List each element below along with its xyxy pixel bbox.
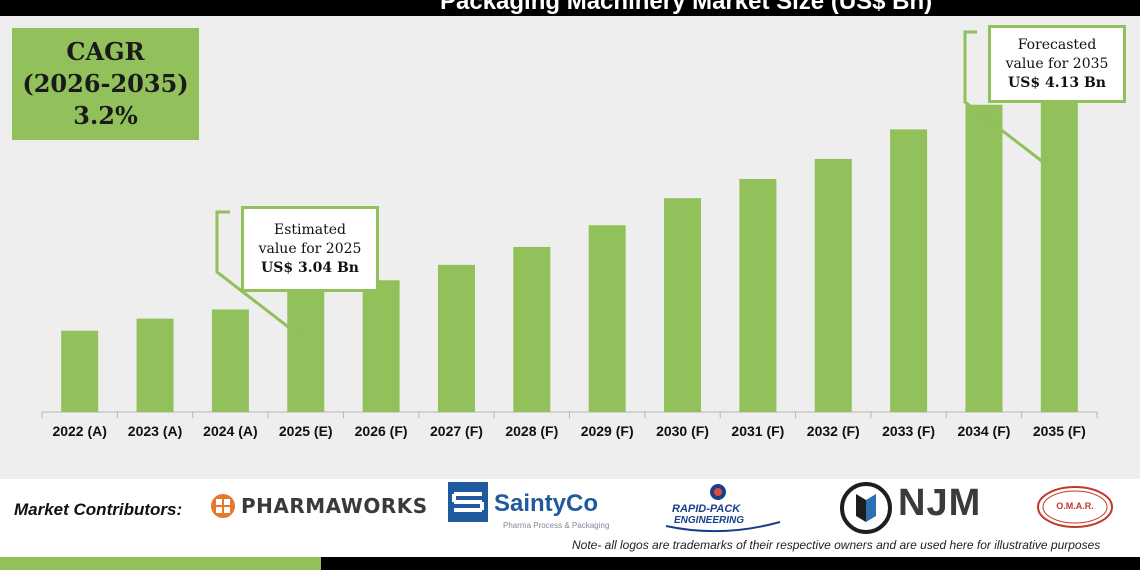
bar-chart: 2022 (A) 2023 (A) 2024 (A) 2025 (E) 2026 (F)… [41, 30, 1098, 439]
x-tick-label: 2034 (F) [958, 423, 1011, 439]
footer-bar [0, 557, 1140, 570]
x-tick-label: 2025 (E) [279, 423, 333, 439]
estimated-callout-line1: Estimated [273, 221, 346, 238]
x-tick-label: 2029 (F) [581, 423, 634, 439]
bar-2030-f [664, 198, 702, 412]
estimated-callout-value: US$ 3.04 Bn [261, 259, 359, 276]
x-tick-label: 2027 (F) [430, 423, 483, 439]
saintyco-tagline: Pharma Process & Packaging [503, 521, 610, 530]
bar-2022-a [61, 330, 99, 412]
estimated-callout-line2: value for 2025 [258, 240, 362, 257]
forecasted-value-callout: Forecasted value for 2035 US$ 4.13 Bn [988, 25, 1126, 103]
estimated-value-callout: Estimated value for 2025 US$ 3.04 Bn [241, 206, 379, 292]
bar-2026-f [362, 280, 400, 412]
pharmaworks-mark-icon [211, 494, 235, 518]
omar-name: O.M.A.R. [1056, 501, 1094, 511]
bar-2032-f [814, 158, 852, 412]
bar-2024-a [211, 309, 249, 412]
header-bar: Packaging Machinery Market Size (US$ Bn) [0, 0, 1140, 16]
bar-2035-f [1040, 67, 1078, 413]
estimated-callout-connector [215, 210, 301, 338]
market-contributors-row: Market Contributors: PHARMAWORKS SaintyC… [0, 479, 1140, 557]
bar-2025-e [287, 285, 325, 412]
njm-logo: NJM [840, 482, 980, 539]
x-tick-label: 2033 (F) [882, 423, 935, 439]
trademark-note: Note- all logos are trademarks of their … [572, 538, 1101, 552]
contributors-label: Market Contributors: [14, 500, 183, 519]
bar-2023-a [136, 318, 174, 412]
pharmaworks-name: PHARMAWORKS [241, 494, 428, 518]
x-tick-label: 2035 (F) [1033, 423, 1086, 439]
omar-mark-icon [1037, 486, 1113, 528]
pharmaworks-logo: PHARMAWORKS [210, 493, 428, 519]
x-tick-label: 2023 (A) [128, 423, 182, 439]
forecasted-callout-connector [963, 30, 1044, 164]
njm-name: NJM [898, 482, 982, 524]
bar-2031-f [739, 178, 777, 412]
cagr-period: (2026-2035) [22, 69, 189, 98]
rapidpack-mark-icon [665, 484, 781, 533]
bar-2029-f [588, 225, 626, 412]
saintyco-mark-icon [448, 482, 488, 522]
bar-2028-f [513, 246, 551, 412]
cagr-value: 3.2% [73, 101, 138, 130]
x-tick-label: 2030 (F) [656, 423, 709, 439]
x-tick-label: 2024 (A) [203, 423, 257, 439]
x-tick-label: 2028 (F) [505, 423, 558, 439]
x-tick-label: 2022 (A) [52, 423, 106, 439]
footer-accent-segment [0, 557, 321, 570]
rapidpack-name: RAPID-PACK [672, 503, 741, 515]
bar-2034-f [965, 104, 1003, 412]
chart-title: Packaging Machinery Market Size (US$ Bn) [440, 0, 933, 15]
cagr-label: CAGR [66, 37, 145, 66]
rapidpack-subtitle: ENGINEERING [674, 515, 745, 526]
forecasted-callout-value: US$ 4.13 Bn [1008, 74, 1106, 91]
bar-2033-f [890, 129, 928, 412]
rapidpack-logo: RAPID-PACK ENGINEERING [662, 482, 792, 534]
bar-2027-f [437, 264, 475, 412]
forecasted-callout-line1: Forecasted [1017, 36, 1097, 53]
x-tick-label: 2026 (F) [355, 423, 408, 439]
forecasted-callout-line2: value for 2035 [1005, 55, 1109, 72]
x-tick-label: 2032 (F) [807, 423, 860, 439]
njm-mark-icon [840, 482, 892, 534]
saintyco-logo: SaintyCo Pharma Process & Packaging [448, 482, 609, 530]
x-tick-label: 2031 (F) [731, 423, 784, 439]
cagr-box: CAGR (2026-2035) 3.2% [12, 28, 199, 140]
saintyco-name: SaintyCo [494, 490, 599, 517]
